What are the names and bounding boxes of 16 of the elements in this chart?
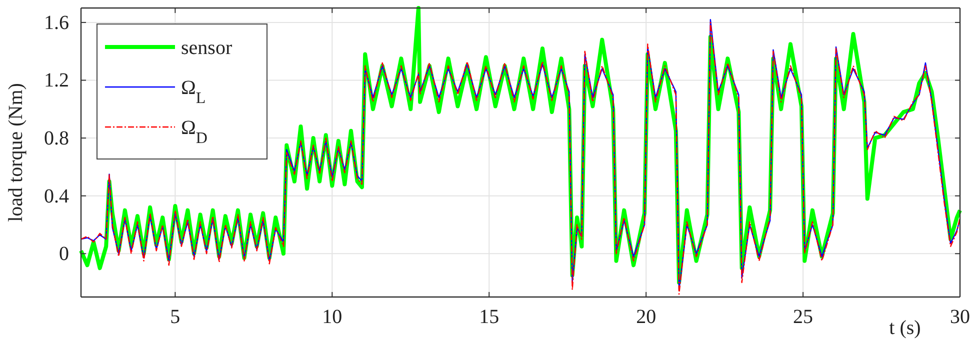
y-tick-label: 1.2 [44, 70, 69, 92]
x-tick-label: 10 [322, 306, 342, 328]
y-tick-label: 0.4 [44, 185, 69, 208]
y-tick-label: 1.6 [44, 12, 69, 34]
x-tick-label: 30 [950, 306, 970, 328]
legend-label: sensor [181, 37, 232, 59]
legend-label: Ω$_{D}$ [181, 117, 208, 146]
y-axis-title: load torque (Nm) [5, 83, 27, 222]
x-tick-label: 25 [793, 306, 814, 328]
x-tick-label: 20 [636, 306, 656, 328]
x-tick-label: 15 [479, 306, 500, 328]
x-axis-title: t (s) [889, 317, 921, 339]
x-tick-label: 5 [170, 306, 180, 328]
y-tick-label: 0 [59, 243, 69, 266]
legend-label: Ω$_{L}$ [181, 77, 206, 106]
y-tick-label: 0.8 [44, 127, 69, 150]
